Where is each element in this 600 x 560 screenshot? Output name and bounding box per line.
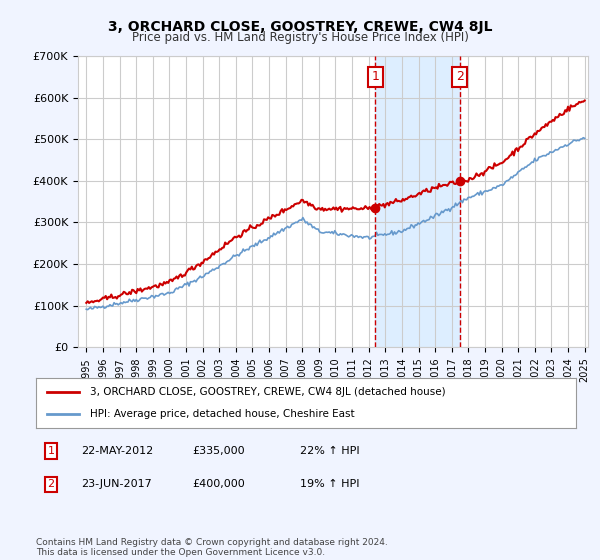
Text: Price paid vs. HM Land Registry's House Price Index (HPI): Price paid vs. HM Land Registry's House … (131, 31, 469, 44)
Text: 1: 1 (47, 446, 55, 456)
Text: Contains HM Land Registry data © Crown copyright and database right 2024.
This d: Contains HM Land Registry data © Crown c… (36, 538, 388, 557)
Text: HPI: Average price, detached house, Cheshire East: HPI: Average price, detached house, Ches… (90, 409, 355, 419)
Text: 22% ↑ HPI: 22% ↑ HPI (300, 446, 359, 456)
Text: 3, ORCHARD CLOSE, GOOSTREY, CREWE, CW4 8JL: 3, ORCHARD CLOSE, GOOSTREY, CREWE, CW4 8… (108, 20, 492, 34)
Text: 23-JUN-2017: 23-JUN-2017 (81, 479, 152, 489)
Text: 19% ↑ HPI: 19% ↑ HPI (300, 479, 359, 489)
Text: 2: 2 (47, 479, 55, 489)
Bar (375, 56, 460, 347)
Text: £400,000: £400,000 (192, 479, 245, 489)
Text: 2: 2 (456, 71, 464, 83)
Text: £335,000: £335,000 (192, 446, 245, 456)
Text: 22-MAY-2012: 22-MAY-2012 (81, 446, 153, 456)
Text: 1: 1 (371, 71, 379, 83)
Text: 3, ORCHARD CLOSE, GOOSTREY, CREWE, CW4 8JL (detached house): 3, ORCHARD CLOSE, GOOSTREY, CREWE, CW4 8… (90, 387, 446, 397)
